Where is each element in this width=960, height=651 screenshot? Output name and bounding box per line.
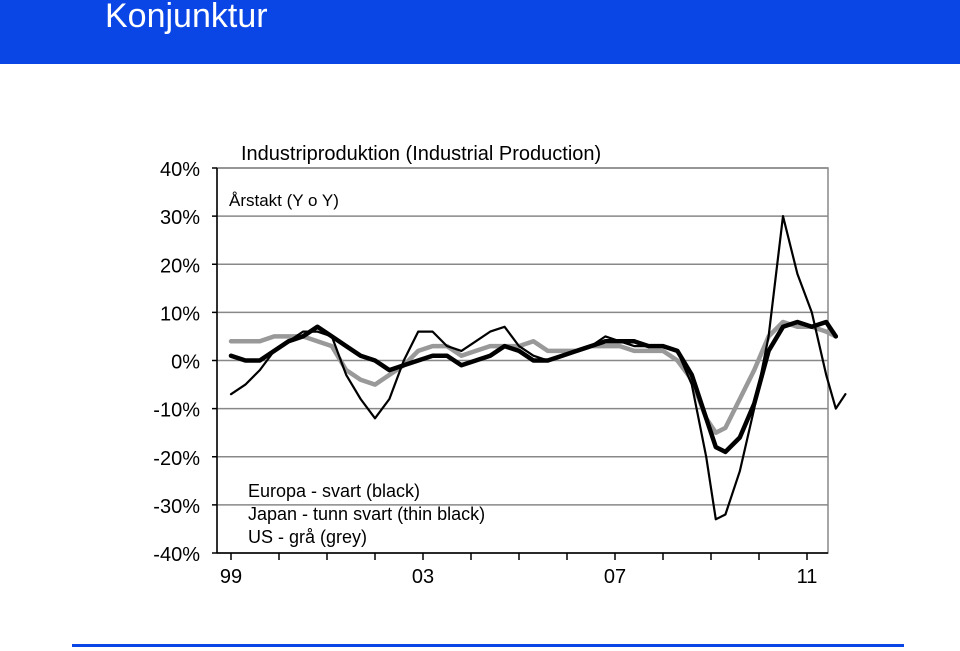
y-tick-label: -30% bbox=[153, 496, 200, 518]
series-line-europe bbox=[228, 319, 839, 455]
series-line-us bbox=[228, 319, 839, 435]
x-axis-ticks: 99 03 07 11 bbox=[220, 553, 818, 588]
y-tick-label: -20% bbox=[153, 448, 200, 470]
y-tick-label: 10% bbox=[160, 303, 200, 325]
y-tick-label: -40% bbox=[153, 544, 200, 566]
chart-subtitle: Årstakt (Y o Y) bbox=[229, 191, 339, 210]
header-bar: Konjunktur bbox=[0, 0, 960, 64]
chart-legend: Europa - svart (black) Japan - tunn svar… bbox=[248, 481, 485, 547]
y-tick-label: 40% bbox=[160, 159, 200, 181]
x-tick-label: 99 bbox=[220, 566, 242, 588]
y-tick-label: 20% bbox=[160, 255, 200, 277]
page-title: Konjunktur bbox=[105, 0, 268, 35]
legend-entry-europe: Europa - svart (black) bbox=[248, 481, 420, 501]
grid-lines bbox=[217, 167, 828, 554]
y-axis-ticks: 40% 30% 20% 10% 0% -10% -20% -30% -40% bbox=[153, 159, 217, 566]
x-tick-label: 11 bbox=[797, 566, 818, 588]
legend-entry-japan: Japan - tunn svart (thin black) bbox=[248, 504, 485, 524]
x-tick-label: 07 bbox=[604, 566, 626, 588]
footer-rule bbox=[72, 644, 904, 647]
series-line-japan bbox=[229, 215, 847, 521]
series-layer bbox=[228, 215, 847, 521]
y-tick-label: 0% bbox=[171, 352, 200, 374]
y-tick-label: 30% bbox=[160, 207, 200, 229]
legend-entry-us: US - grå (grey) bbox=[248, 527, 367, 547]
x-tick-label: 03 bbox=[412, 566, 434, 588]
chart-title: Industriproduktion (Industrial Productio… bbox=[241, 143, 601, 165]
y-tick-label: -10% bbox=[153, 400, 200, 422]
